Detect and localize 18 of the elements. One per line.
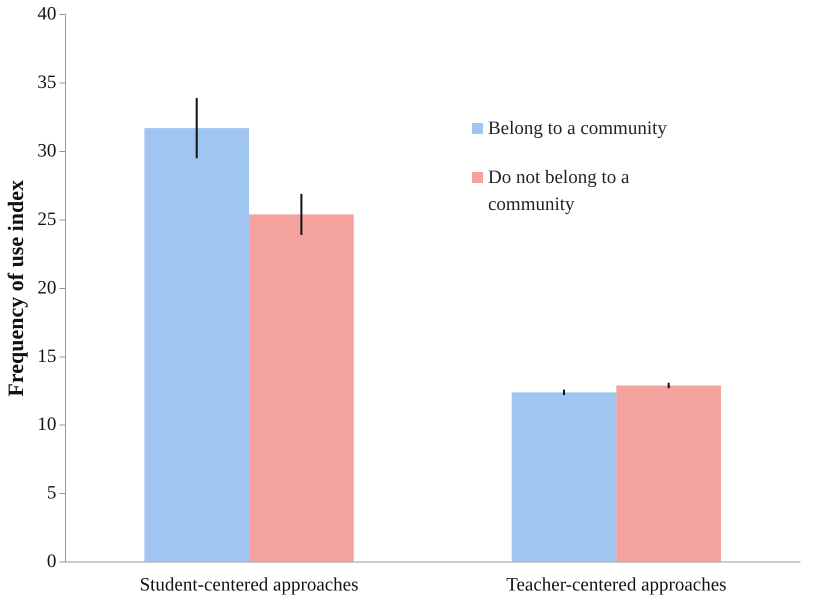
bar [144, 128, 250, 562]
y-tick-label: 15 [37, 346, 56, 367]
y-tick-label: 30 [37, 140, 56, 162]
x-tick-label: Student-centered approaches [140, 574, 359, 596]
legend-label: Do not belong to a community [488, 166, 630, 217]
bar [512, 392, 616, 562]
bar [616, 386, 722, 562]
y-tick-label: 10 [37, 414, 56, 436]
x-tick-label: Teacher-centered approaches [506, 574, 727, 596]
y-tick-label: 0 [46, 551, 56, 572]
y-tick-label: 5 [46, 482, 56, 504]
y-tick-label: 20 [37, 277, 56, 298]
y-axis-title: Frequency of use index [2, 180, 28, 397]
legend-label: Belong to a community [488, 117, 667, 141]
y-tick-label: 40 [37, 3, 56, 24]
bar [249, 214, 354, 562]
y-tick-label: 25 [37, 208, 56, 230]
y-tick-label: 35 [37, 72, 56, 93]
